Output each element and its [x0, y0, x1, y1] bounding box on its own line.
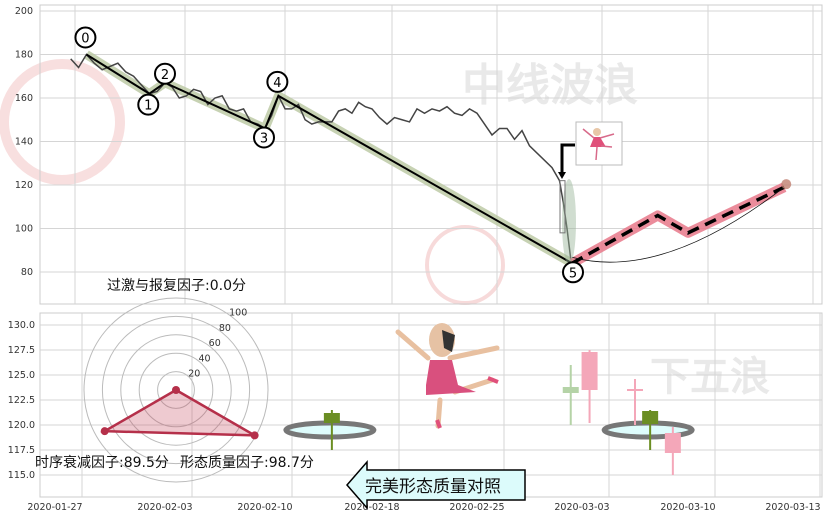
- radar-ring: [101, 315, 251, 465]
- highlight-ring: [283, 420, 377, 440]
- wave-point-marker: 3: [253, 126, 275, 149]
- dancer-thumbnail: [575, 121, 623, 166]
- wave-point-circle: [74, 26, 97, 49]
- radar-ring: [138, 352, 214, 428]
- wave-point-label: 5: [569, 266, 577, 281]
- dancer-limbs: [395, 329, 500, 429]
- radar-ring: [157, 371, 195, 409]
- candle-body: [664, 433, 681, 453]
- pointer-bracket: [560, 143, 575, 175]
- radar-tick-label: 60: [209, 338, 221, 349]
- watermarks: 中线波浪 下五浪: [0, 59, 770, 400]
- wave-point-marker: 1: [137, 93, 160, 116]
- wave-point-marker: 5: [562, 261, 584, 284]
- top-y-tick-label: 80: [21, 267, 33, 278]
- m-logo-watermark: [425, 225, 505, 305]
- radar-point: [250, 431, 259, 440]
- candle-body: [642, 411, 659, 424]
- radar-polygon: [100, 388, 256, 437]
- dancer-dress-icon: [590, 137, 606, 147]
- radar-point: [172, 386, 180, 394]
- radar-tick-label: 20: [188, 369, 200, 380]
- forecast-line: [571, 185, 786, 265]
- logo-watermark: [0, 59, 125, 185]
- callout-text: 完美形态质量对照: [365, 477, 501, 497]
- dancer-head-icon: [593, 128, 601, 136]
- dancer-mask: [442, 330, 455, 352]
- x-tick-label: 2020-02-10: [237, 502, 292, 513]
- x-tick-label: 2020-02-18: [344, 502, 399, 513]
- candle: [627, 379, 643, 425]
- watermark-top: 中线波浪: [462, 60, 638, 111]
- wave-line: [85, 53, 573, 265]
- candle-body: [323, 413, 340, 423]
- x-tick-label: 2020-02-25: [449, 502, 504, 513]
- candle: [562, 365, 579, 425]
- dancer-dress: [426, 360, 476, 395]
- radar-label-overshoot: 过激与报复因子:0.0分: [107, 277, 246, 294]
- candle-body: [627, 389, 643, 391]
- wave-point-label: 4: [273, 76, 281, 91]
- forecast-end-marker: [781, 179, 792, 190]
- top-y-tick-label: 120: [15, 180, 33, 191]
- wave-point-marker: 2: [154, 62, 176, 85]
- top-y-tick-label: 160: [15, 93, 33, 104]
- wave-point-circle: [266, 70, 289, 93]
- bottom-y-tick-label: 117.5: [8, 445, 35, 456]
- x-tick-label: 2020-03-03: [554, 502, 609, 513]
- wave-point-marker: 4: [266, 70, 289, 93]
- radar-point: [100, 427, 109, 436]
- top-y-tick-label: 140: [15, 137, 33, 148]
- bottom-y-tick-label: 115.0: [8, 470, 35, 481]
- pointer-arrow-icon: [558, 172, 566, 179]
- wave-point-circle: [253, 126, 275, 149]
- top-plot-frame: [39, 4, 823, 305]
- candle: [323, 410, 340, 450]
- x-tick-label: 2020-01-27: [27, 502, 82, 513]
- wave-point-circle: [562, 261, 584, 284]
- watermark-bottom-right: 下五浪: [650, 354, 770, 400]
- wave-point-label: 1: [144, 99, 152, 114]
- top-y-tick-label: 200: [15, 6, 33, 17]
- bottom-y-tick-label: 125.0: [8, 370, 35, 381]
- candle-body: [581, 352, 598, 390]
- radar-tick-label: 40: [198, 353, 210, 364]
- dancer-limbs-icon: [582, 128, 615, 161]
- candle: [581, 350, 598, 423]
- wave-point-circle: [137, 93, 160, 116]
- bottom-y-tick-label: 130.0: [8, 320, 35, 331]
- bottom-y-tick-label: 120.0: [8, 420, 35, 431]
- x-tick-label: 2020-03-10: [660, 502, 715, 513]
- top-y-tick-label: 100: [15, 224, 33, 235]
- dancer-illustration: [395, 323, 500, 429]
- forecast-arc: [571, 186, 785, 263]
- radar-tick-label: 80: [219, 323, 231, 334]
- candle-body: [562, 387, 579, 393]
- radar-ring: [120, 334, 232, 446]
- bottom-y-tick-label: 122.5: [8, 395, 35, 406]
- reversal-ellipse: [562, 178, 576, 265]
- wave-point-marker: 0: [74, 26, 97, 49]
- radar-ring: [83, 297, 269, 483]
- wave-point-circle: [154, 62, 176, 85]
- radar-label-time-decay: 时序衰减因子:89.5分: [35, 454, 169, 471]
- radar-label-shape-quality: 形态质量因子:98.7分: [180, 455, 314, 471]
- x-tick-label: 2020-03-13: [765, 502, 820, 513]
- radar-tick-label: 100: [229, 308, 247, 319]
- candle: [642, 410, 659, 450]
- x-tick-label: 2020-02-03: [137, 502, 192, 513]
- reversal-candle: [559, 180, 566, 234]
- top-y-tick-label: 180: [15, 50, 33, 61]
- wave-point-label: 2: [161, 68, 169, 83]
- wave-point-label: 0: [81, 32, 89, 47]
- dancer-shoes: [435, 376, 499, 429]
- candle: [664, 427, 681, 475]
- wave-point-label: 3: [260, 131, 268, 146]
- callout-arrow: 完美形态质量对照: [346, 459, 526, 511]
- bottom-y-tick-label: 127.5: [8, 345, 35, 356]
